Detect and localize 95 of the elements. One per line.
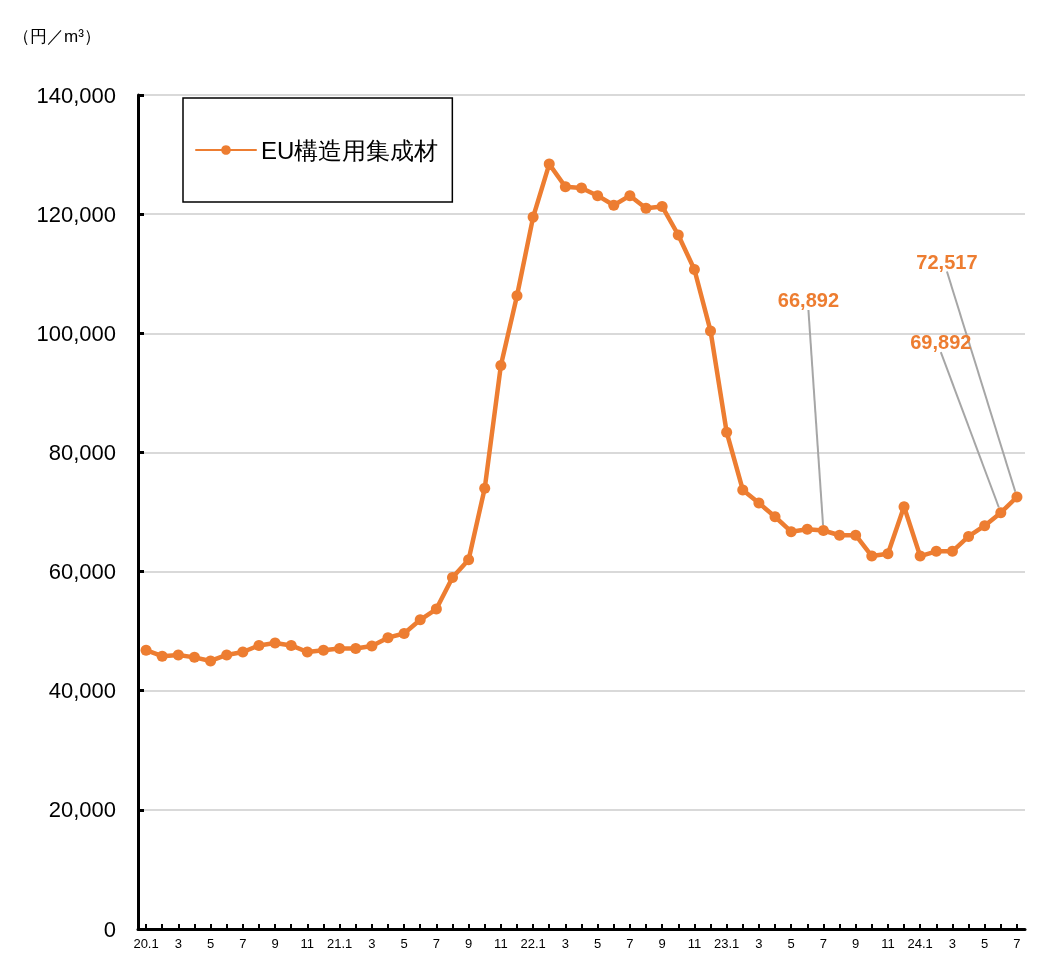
x-tick-label: 9 [658, 936, 666, 951]
x-tick-label: 7 [819, 936, 828, 951]
point [834, 529, 846, 541]
y-tick-label: 40,000 [48, 678, 116, 704]
point [511, 290, 523, 302]
x-tick-label: 9 [271, 936, 279, 951]
point [576, 182, 587, 194]
y-tick-label: 0 [103, 916, 116, 942]
x-tick-label: 11 [687, 936, 702, 951]
y-tick-label: 100,000 [36, 320, 116, 346]
x-tick-label: 9 [852, 936, 860, 951]
x-tick-label: 7 [432, 936, 440, 951]
y-tick-label: 140,000 [36, 82, 116, 108]
data-label: 66,892 [777, 289, 839, 312]
point [430, 603, 442, 615]
point [608, 199, 620, 211]
y-tick-label: 80,000 [48, 439, 116, 465]
point [382, 632, 394, 644]
point [946, 545, 958, 557]
x-tick-label: 21.1 [326, 936, 353, 951]
legend-label: EU構造用集成材 [261, 136, 439, 164]
point [785, 526, 797, 538]
point [172, 649, 184, 661]
point [205, 655, 217, 667]
point [237, 646, 249, 658]
point [737, 484, 749, 496]
y-tick-label: 60,000 [48, 559, 116, 585]
point [624, 190, 636, 202]
x-tick-label: 5 [206, 936, 215, 951]
point [269, 637, 281, 649]
point [366, 640, 378, 652]
x-tick-label: 5 [594, 936, 602, 951]
point [769, 511, 781, 523]
x-tick-label: 7 [239, 936, 247, 951]
x-tick-label: 9 [464, 936, 473, 951]
data-label: 72,517 [916, 250, 978, 273]
point [301, 646, 313, 658]
point [866, 550, 878, 562]
point [285, 639, 297, 651]
y-tick-label: 20,000 [48, 797, 116, 823]
point [882, 548, 894, 560]
point [801, 523, 813, 535]
x-tick-label: 3 [561, 936, 569, 951]
x-tick-label: 11 [300, 936, 315, 951]
point [188, 651, 200, 663]
point [672, 229, 684, 241]
x-tick-label: 22.1 [520, 936, 546, 951]
x-tick-label: 5 [981, 936, 989, 951]
point [317, 644, 329, 656]
data-label: 69,892 [910, 331, 972, 354]
x-tick-label: 3 [948, 936, 957, 951]
point [995, 507, 1007, 519]
x-tick-label: 3 [755, 936, 763, 951]
point [963, 530, 975, 542]
x-tick-label: 11 [881, 936, 895, 951]
point [463, 554, 475, 566]
point [156, 650, 168, 662]
point [495, 359, 507, 371]
point [753, 497, 765, 509]
point [656, 200, 668, 212]
point [979, 520, 991, 532]
point [398, 628, 410, 640]
x-tick-label: 5 [400, 936, 408, 951]
y-tick-label: 120,000 [36, 201, 116, 227]
point [543, 158, 555, 170]
x-tick-label: 11 [494, 936, 508, 951]
point [350, 642, 362, 654]
point [914, 550, 926, 562]
point [705, 325, 717, 337]
point [414, 614, 426, 626]
point [559, 181, 571, 193]
x-tick-label: 23.1 [713, 936, 740, 951]
x-tick-label: 3 [174, 936, 182, 951]
point [930, 545, 942, 557]
point [334, 642, 346, 654]
point [527, 211, 539, 223]
x-tick-label: 7 [626, 936, 634, 951]
x-tick-label: 7 [1013, 936, 1021, 951]
y-axis-title: （円／m³） [13, 27, 101, 46]
point [640, 202, 652, 214]
point [721, 426, 733, 438]
point [253, 639, 265, 651]
point [688, 264, 700, 276]
x-tick-label: 3 [368, 936, 376, 951]
point [479, 482, 491, 494]
x-tick-label: 5 [787, 936, 795, 951]
point [221, 649, 233, 661]
x-tick-label: 24.1 [907, 936, 933, 951]
x-tick-label: 20.1 [133, 936, 159, 951]
point [1011, 491, 1023, 503]
point [592, 190, 604, 202]
point [817, 525, 829, 537]
point [850, 529, 862, 541]
point [446, 572, 458, 584]
point [140, 644, 152, 656]
